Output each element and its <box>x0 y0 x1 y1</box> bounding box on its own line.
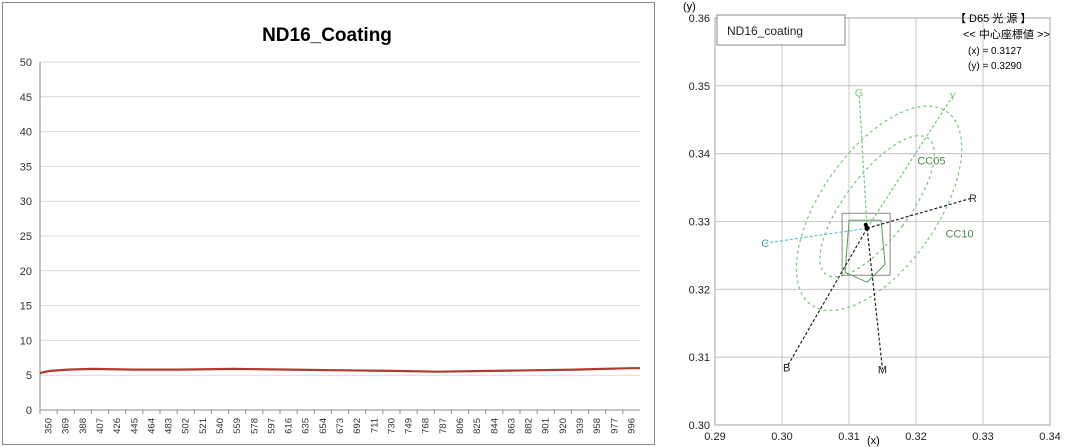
annotation-line-1: 【 D65 光 源 】 <box>955 11 1031 25</box>
direction-line-r <box>866 197 974 229</box>
y-axis-label: (y) <box>683 1 696 13</box>
chart-title: ND16_Coating <box>262 25 392 46</box>
left-chart-panel: ND16_Coating 0 5 10 15 20 25 30 35 40 45 50 350 369… <box>0 0 655 447</box>
x-tick-label: 863 <box>506 418 517 434</box>
x-tick-label: 673 <box>335 418 346 434</box>
x-tick-label: 958 <box>592 418 603 434</box>
center-tolerance-polygon <box>844 219 886 283</box>
y-tick-label: 0.32 <box>689 284 710 296</box>
direction-label-y: Y <box>949 91 957 103</box>
x-axis-label: (x) <box>867 435 880 447</box>
x-tick-label: 0.29 <box>704 431 725 443</box>
direction-line-c <box>765 227 868 244</box>
x-tick-label: 464 <box>146 418 157 434</box>
legend-box-text: ND16_coating <box>727 24 803 38</box>
x-tick-label: 882 <box>524 418 535 434</box>
direction-label-cc05: CC05 <box>917 155 945 167</box>
direction-label-r: R <box>969 193 977 205</box>
annotation-line-3: (x) = 0.3127 <box>968 46 1022 57</box>
y-tick-label: 0.30 <box>689 420 710 432</box>
legend-box <box>716 14 846 46</box>
x-tick-label: 787 <box>438 418 449 434</box>
direction-label-c: C <box>761 238 769 250</box>
x-tick-label: 578 <box>249 418 260 434</box>
direction-line-y <box>866 95 954 229</box>
x-tick-label: 426 <box>112 418 123 434</box>
x-tick-label: 635 <box>301 418 312 434</box>
direction-label-cc10: CC10 <box>945 229 973 241</box>
x-tick-label: 768 <box>421 418 432 434</box>
x-tick-label: 483 <box>164 418 175 434</box>
x-tick-label: 350 <box>44 418 55 434</box>
y-tick-label: 25 <box>20 231 32 243</box>
x-tick-label: 844 <box>489 418 500 434</box>
x-tick-label: 597 <box>266 418 277 434</box>
y-tick-label: 35 <box>20 161 32 173</box>
x-tick-label: 692 <box>352 418 363 434</box>
x-tick-label: 0.32 <box>905 431 926 443</box>
y-tick-label: 10 <box>20 335 32 347</box>
y-tick-label: 0 <box>26 405 32 417</box>
x-tick-label: 654 <box>318 418 329 434</box>
x-tick-label: 939 <box>575 418 586 434</box>
x-tick-label: 407 <box>95 418 106 434</box>
x-tick-label: 540 <box>215 418 226 434</box>
x-tick-label: 920 <box>558 418 569 434</box>
x-tick-label: 977 <box>609 418 620 434</box>
x-tick-label: 0.30 <box>771 431 792 443</box>
x-tick-label: 825 <box>472 418 483 434</box>
x-tick-label: 749 <box>404 418 415 434</box>
transmittance-line-chart: ND16_Coating 0 5 10 15 20 25 30 35 40 45 50 350 369… <box>20 25 640 434</box>
direction-line-g <box>858 92 868 229</box>
x-tick-label: 388 <box>78 418 89 434</box>
x-tick-label: 445 <box>129 418 140 434</box>
x-tick-label: 0.33 <box>972 431 993 443</box>
y-tick-label: 30 <box>20 196 32 208</box>
x-tick-label: 730 <box>386 418 397 434</box>
x-tick-label: 369 <box>61 418 72 434</box>
y-tick-label: 5 <box>26 370 32 382</box>
x-tick-label: 0.31 <box>838 431 859 443</box>
y-tick-label: 15 <box>20 301 32 313</box>
y-tick-label: 0.34 <box>689 149 710 161</box>
cc10-tolerance-ellipse <box>795 105 963 312</box>
direction-label-g: G <box>855 88 864 100</box>
right-chart-panel: G Y CC05 R CC10 C B M 0.29 0.30 0.31 0.32 0.33 0.34 0… <box>665 0 1080 447</box>
d65-center-point <box>864 225 870 231</box>
transmittance-series-line <box>39 367 640 375</box>
y-tick-label: 0.36 <box>689 13 710 25</box>
x-tick-label: 996 <box>626 418 637 434</box>
sample-point <box>863 222 868 227</box>
direction-label-m: M <box>878 364 887 376</box>
x-tick-label: 901 <box>541 418 552 434</box>
cc05-tolerance-ellipse <box>819 135 935 278</box>
annotation-line-2: << 中心座標値 >> <box>963 27 1050 41</box>
annotation-line-4: (y) = 0.3290 <box>968 61 1022 72</box>
y-tick-label: 0.31 <box>689 352 710 364</box>
x-tick-label: 559 <box>232 418 243 434</box>
y-tick-label: 45 <box>20 92 32 104</box>
y-tick-label: 20 <box>20 266 32 278</box>
x-tick-label: 502 <box>181 418 192 434</box>
direction-label-b: B <box>783 362 790 374</box>
y-tick-label: 0.33 <box>689 217 710 229</box>
x-tick-label: 711 <box>369 418 380 433</box>
x-tick-label: 521 <box>198 418 209 434</box>
x-tick-label: 806 <box>455 418 466 434</box>
x-tick-label: 616 <box>284 418 295 434</box>
x-tick-label: 0.34 <box>1039 431 1060 443</box>
direction-line-m <box>866 228 884 370</box>
direction-line-b <box>786 227 868 368</box>
y-tick-label: 0.35 <box>689 81 710 93</box>
y-tick-label: 50 <box>20 57 32 69</box>
left-chart-frame <box>2 2 655 445</box>
y-tick-label: 40 <box>20 127 32 139</box>
